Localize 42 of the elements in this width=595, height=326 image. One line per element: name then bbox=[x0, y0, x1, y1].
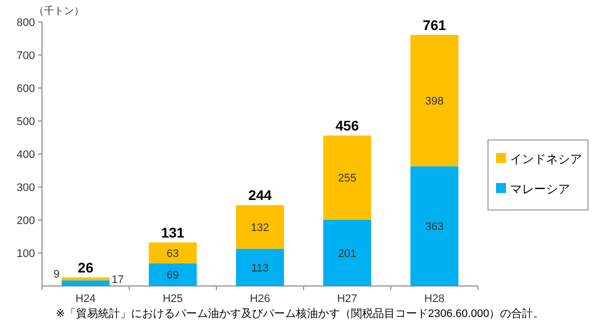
data-label: 398 bbox=[425, 96, 444, 108]
legend-label: インドネシア bbox=[510, 152, 582, 166]
data-label: 113 bbox=[251, 262, 269, 274]
x-tick-label: H27 bbox=[337, 293, 358, 305]
y-tick-label: 600 bbox=[16, 83, 35, 95]
y-tick-label: 100 bbox=[16, 248, 35, 260]
data-label: 132 bbox=[250, 222, 270, 234]
y-tick-label: 200 bbox=[16, 215, 35, 227]
y-axis-title: （千トン） bbox=[34, 5, 84, 17]
bar bbox=[323, 220, 372, 286]
total-label: 456 bbox=[336, 118, 360, 134]
x-tick-label: H26 bbox=[250, 293, 270, 305]
total-label: 26 bbox=[78, 259, 94, 276]
x-tick-label: H28 bbox=[424, 293, 444, 305]
y-tick-label: 500 bbox=[16, 116, 35, 128]
text: ※「貿易統計」におけるパーム油かす及びパーム核油かす（関税品目コード2306.60.000）の合計。 bbox=[56, 307, 544, 320]
y-tick-label: 800 bbox=[16, 17, 35, 29]
data-label: 69 bbox=[166, 270, 179, 282]
bar bbox=[62, 277, 110, 280]
bar bbox=[410, 34, 458, 166]
bar bbox=[236, 205, 284, 249]
data-label: 63 bbox=[166, 248, 179, 260]
data-label: 363 bbox=[425, 221, 444, 234]
bar bbox=[236, 248, 284, 286]
bar bbox=[148, 242, 197, 264]
y-tick-label: 700 bbox=[16, 50, 35, 62]
bar bbox=[62, 280, 110, 286]
data-label: 9 bbox=[53, 268, 60, 280]
data-label: 201 bbox=[338, 248, 356, 260]
x-tick-label: H25 bbox=[162, 293, 183, 305]
bar bbox=[410, 166, 458, 286]
data-label: 17 bbox=[112, 274, 124, 286]
total-label: 244 bbox=[248, 187, 272, 204]
data-label: 255 bbox=[338, 172, 356, 185]
x-tick-label: H24 bbox=[76, 293, 96, 305]
y-tick-label: 400 bbox=[16, 149, 35, 161]
legend-label: マレーシア bbox=[510, 182, 570, 196]
bar bbox=[148, 263, 197, 286]
y-tick-label: 300 bbox=[16, 182, 35, 194]
total-label: 131 bbox=[161, 224, 185, 240]
total-label: 761 bbox=[422, 16, 446, 33]
bar bbox=[323, 136, 372, 220]
